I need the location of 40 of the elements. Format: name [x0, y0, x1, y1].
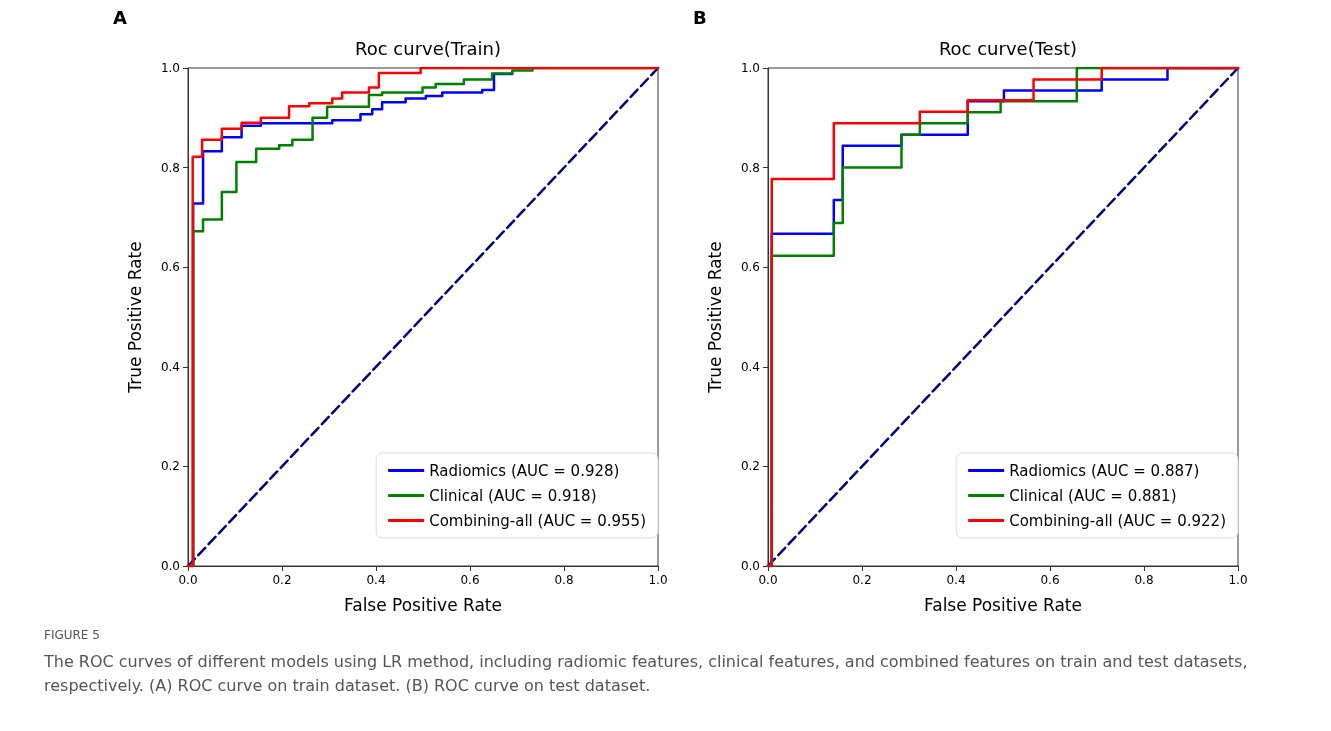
- y-tick-label: 0.2: [160, 459, 180, 474]
- x-tick-label: 0.0: [758, 573, 778, 587]
- legend-label: Combining-all (AUC = 0.955): [429, 511, 646, 530]
- chart-title: Roc curve(Train): [355, 37, 501, 59]
- x-tick-label: 0.4: [946, 573, 966, 587]
- y-tick-label: 1.0: [160, 61, 180, 75]
- legend-label: Combining-all (AUC = 0.922): [1009, 511, 1226, 530]
- x-tick-label: 1.0: [648, 573, 668, 587]
- x-tick-label: 0.8: [1134, 573, 1154, 587]
- y-tick-label: 0.8: [740, 160, 760, 175]
- y-tick-label: 1.0: [740, 61, 760, 75]
- x-tick-label: 0.6: [460, 573, 480, 587]
- y-tick-label: 0.4: [740, 359, 760, 374]
- text: A: [113, 6, 127, 28]
- text: B: [693, 6, 707, 28]
- text: The ROC curves of different models using LR method, including radiomic features, clinical features, and combined features on train and test datasets, respectively. (A) ROC curve on train dataset. (B) ROC curve on test dataset.: [44, 651, 1249, 697]
- legend-label: Radiomics (AUC = 0.928): [429, 461, 620, 480]
- x-tick-label: 0.2: [852, 573, 872, 587]
- x-axis-title: False Positive Rate: [344, 594, 502, 615]
- y-tick-label: 0.8: [160, 160, 180, 175]
- y-tick-label: 0.2: [740, 459, 760, 474]
- y-tick-label: 0.6: [160, 260, 180, 275]
- y-tick-label: 0.0: [740, 559, 760, 573]
- caption: FIGURE 5: [44, 627, 101, 644]
- y-axis-title: True Positive Rate: [124, 241, 145, 394]
- chart-title: Roc curve(Test): [938, 37, 1078, 59]
- x-axis-title: False Positive Rate: [924, 594, 1082, 615]
- x-tick-label: 0.0: [178, 573, 198, 587]
- x-tick-label: 0.8: [554, 573, 574, 587]
- x-tick-label: 0.2: [272, 573, 292, 587]
- legend-label: Clinical (AUC = 0.918): [429, 486, 597, 505]
- x-tick-label: 1.0: [1228, 573, 1248, 587]
- x-tick-label: 0.4: [366, 573, 386, 587]
- legend-label: Clinical (AUC = 0.881): [1009, 486, 1177, 505]
- legend-label: Radiomics (AUC = 0.887): [1009, 461, 1200, 480]
- x-tick-label: 0.6: [1040, 573, 1060, 587]
- y-axis-title: True Positive Rate: [704, 241, 725, 394]
- y-tick-label: 0.6: [740, 260, 760, 275]
- y-tick-label: 0.0: [160, 559, 180, 573]
- y-tick-label: 0.4: [160, 359, 180, 374]
